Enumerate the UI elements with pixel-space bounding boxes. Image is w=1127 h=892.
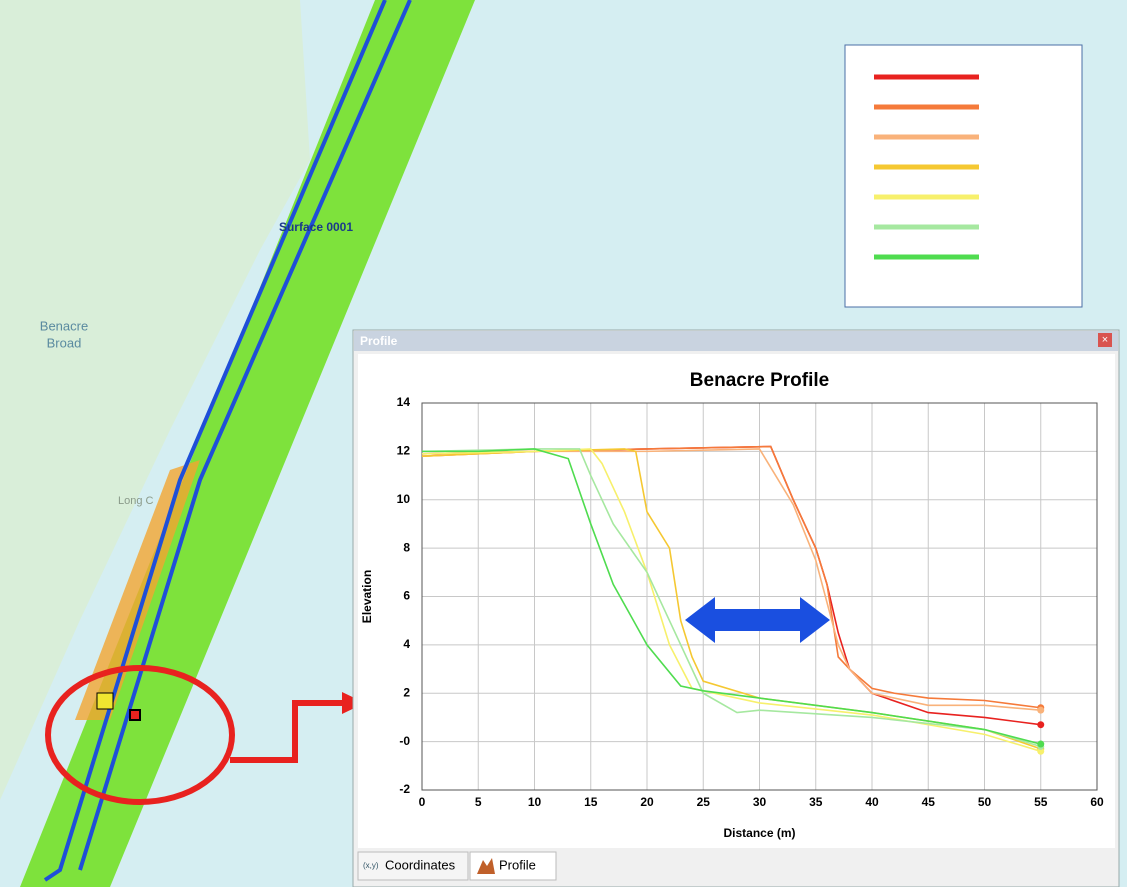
close-icon: × bbox=[1102, 334, 1108, 346]
legend-box bbox=[845, 45, 1082, 307]
x-tick-label: 20 bbox=[640, 795, 654, 809]
x-tick-label: 10 bbox=[528, 795, 542, 809]
x-axis-label: Distance (m) bbox=[723, 826, 795, 840]
end-point bbox=[1037, 721, 1044, 728]
y-tick-label: -0 bbox=[399, 734, 410, 748]
chart-panel bbox=[358, 354, 1115, 848]
x-tick-label: 5 bbox=[475, 795, 482, 809]
x-tick-label: 30 bbox=[753, 795, 767, 809]
map-label: Surface 0001 bbox=[279, 220, 353, 234]
window-titlebar bbox=[354, 331, 1118, 351]
x-tick-label: 45 bbox=[922, 795, 936, 809]
x-tick-label: 0 bbox=[419, 795, 426, 809]
y-tick-label: 10 bbox=[397, 492, 411, 506]
x-tick-label: 60 bbox=[1090, 795, 1104, 809]
x-tick-label: 15 bbox=[584, 795, 598, 809]
chart-title: Benacre Profile bbox=[690, 370, 829, 391]
y-axis-label: Elevation bbox=[360, 570, 374, 623]
window-title: Profile bbox=[360, 334, 398, 348]
y-tick-label: 4 bbox=[403, 637, 410, 651]
screen: Surface 0001 Benacre Broad Long C Profil… bbox=[0, 0, 1127, 887]
x-tick-label: 35 bbox=[809, 795, 823, 809]
tab-icon: (x,y) bbox=[363, 861, 379, 870]
end-point bbox=[1037, 707, 1044, 714]
profile-start bbox=[97, 693, 113, 709]
y-tick-label: 12 bbox=[397, 444, 411, 458]
tab-label: Coordinates bbox=[385, 857, 456, 872]
tab-label: Profile bbox=[499, 857, 536, 872]
map-label: Benacre bbox=[40, 318, 88, 333]
x-tick-label: 50 bbox=[978, 795, 992, 809]
map-label: Broad bbox=[47, 335, 82, 350]
y-tick-label: -2 bbox=[399, 782, 410, 796]
x-tick-label: 25 bbox=[697, 795, 711, 809]
y-tick-label: 6 bbox=[403, 589, 410, 603]
x-tick-label: 55 bbox=[1034, 795, 1048, 809]
y-tick-label: 14 bbox=[397, 395, 411, 409]
profile-end bbox=[130, 710, 140, 720]
y-tick-label: 2 bbox=[403, 685, 410, 699]
map-label: Long C bbox=[118, 495, 154, 507]
x-tick-label: 40 bbox=[865, 795, 879, 809]
end-point bbox=[1037, 741, 1044, 748]
y-tick-label: 8 bbox=[403, 540, 410, 554]
